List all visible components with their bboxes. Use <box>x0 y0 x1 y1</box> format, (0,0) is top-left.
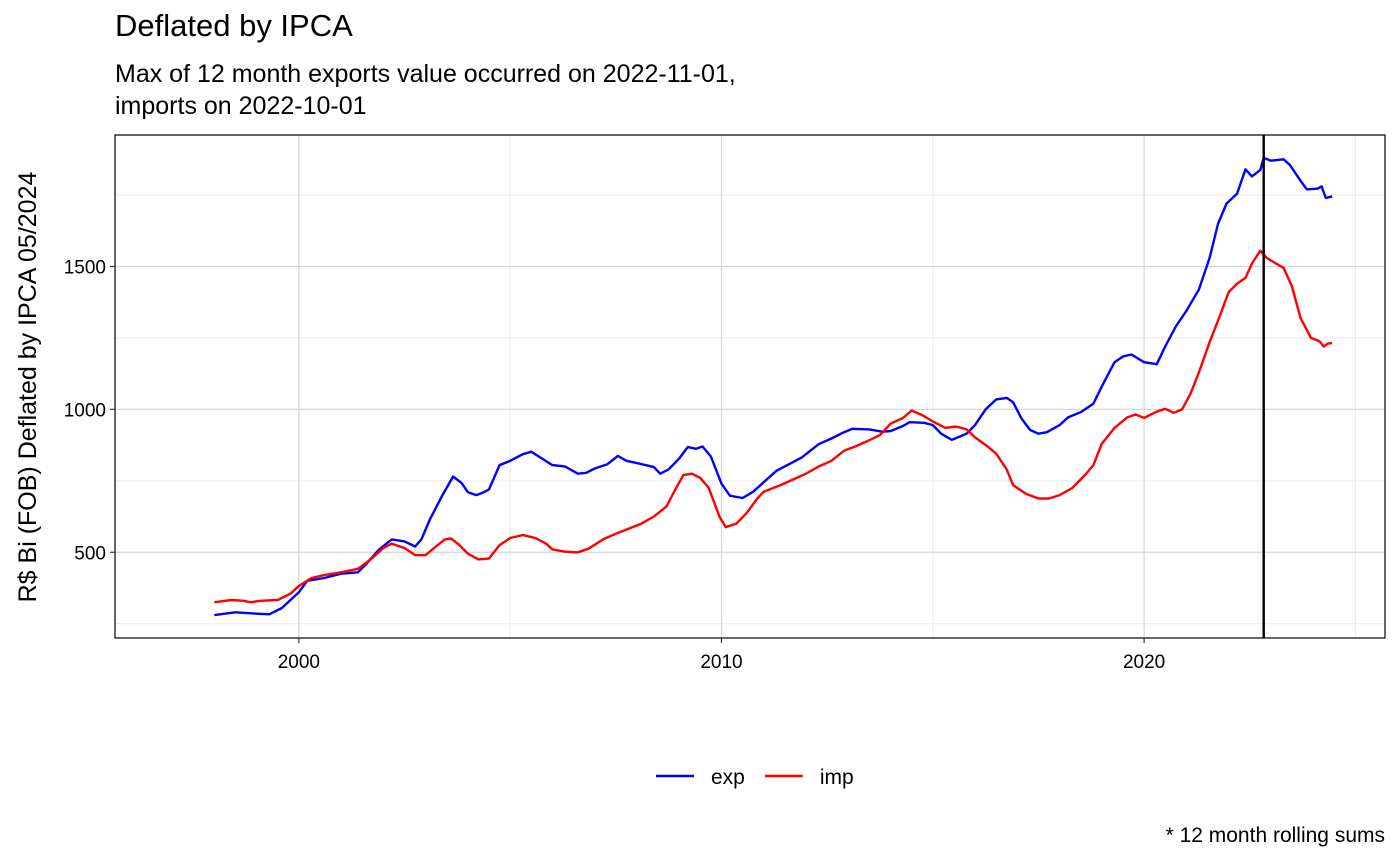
chart-title: Deflated by IPCA <box>115 8 353 43</box>
y-tick-label: 1000 <box>64 400 106 421</box>
series-line-exp <box>214 156 1333 617</box>
y-axis-ticks: 500 1000 1500 <box>64 257 115 564</box>
chart-subtitle: Max of 12 month exports value occurred o… <box>115 60 736 120</box>
legend-label-imp: imp <box>820 766 854 789</box>
series-layer <box>214 156 1333 617</box>
legend: exp imp <box>656 766 854 789</box>
series-line-imp <box>214 249 1333 604</box>
minor-gridlines <box>115 135 1385 638</box>
y-axis-title: R$ Bi (FOB) Deflated by IPCA 05/2024 <box>14 172 42 603</box>
x-axis-ticks: 2000 2010 2020 <box>278 638 1165 673</box>
major-gridlines <box>115 135 1385 638</box>
x-tick-label: 2000 <box>278 652 320 673</box>
x-tick-label: 2020 <box>1123 652 1165 673</box>
y-tick-label: 500 <box>74 543 106 564</box>
y-tick-label: 1500 <box>64 257 106 278</box>
legend-label-exp: exp <box>711 766 745 789</box>
x-tick-label: 2010 <box>700 652 742 673</box>
plot-panel-border <box>114 134 1386 639</box>
chart-caption: * 12 month rolling sums <box>1165 824 1385 847</box>
